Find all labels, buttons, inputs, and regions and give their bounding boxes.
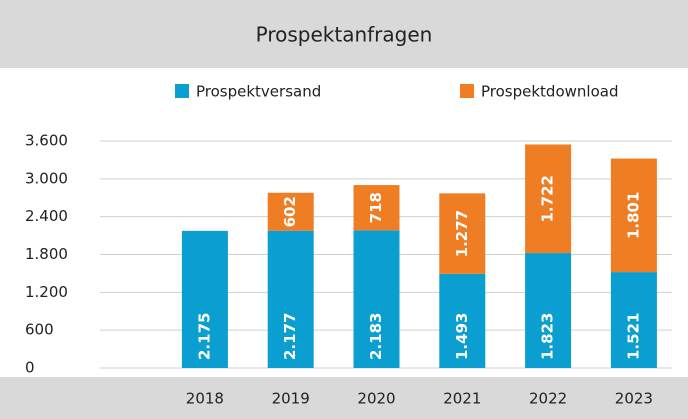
y-tick-label: 0 [25,359,35,377]
bar-segment [610,272,657,368]
bar-segment [353,230,400,368]
y-tick-label: 600 [25,321,54,339]
legend-label: Prospektversand [196,83,321,101]
legend-swatch [175,84,189,98]
bar-segment [181,230,228,368]
data-label: 1.521 [624,313,642,360]
chart-title: Prospektanfragen [256,23,433,47]
bar-segment [439,273,486,368]
data-label: 2.183 [367,313,385,360]
y-tick-label: 3.600 [25,132,68,150]
axis-band [0,377,688,419]
data-label: 1.823 [539,313,557,360]
legend-swatch [460,84,474,98]
bar-segment [353,185,400,231]
x-tick-label: 2023 [615,390,653,408]
y-tick-label: 1.800 [25,245,68,263]
bar-segment [610,158,657,273]
data-label: 2.177 [281,313,299,360]
x-tick-label: 2018 [186,390,224,408]
data-label: 1.493 [453,313,471,360]
bar-segment [267,230,314,368]
data-label: 2.175 [195,313,213,360]
data-label: 1.277 [453,210,471,257]
data-label: 1.801 [624,192,642,239]
y-tick-label: 2.400 [25,207,68,225]
bar-segment [439,193,486,274]
bar-segment [267,192,314,231]
y-tick-label: 3.000 [25,169,68,187]
x-tick-label: 2019 [272,390,310,408]
data-label: 1.722 [539,175,557,222]
data-label: 602 [281,196,299,227]
y-tick-label: 1.200 [25,283,68,301]
title-band [0,0,688,68]
x-tick-label: 2020 [357,390,395,408]
bar-segment [525,253,572,368]
data-label: 718 [367,192,385,223]
bar-segment [525,144,572,254]
legend-label: Prospektdownload [481,83,618,101]
x-tick-label: 2022 [529,390,567,408]
x-tick-label: 2021 [443,390,481,408]
